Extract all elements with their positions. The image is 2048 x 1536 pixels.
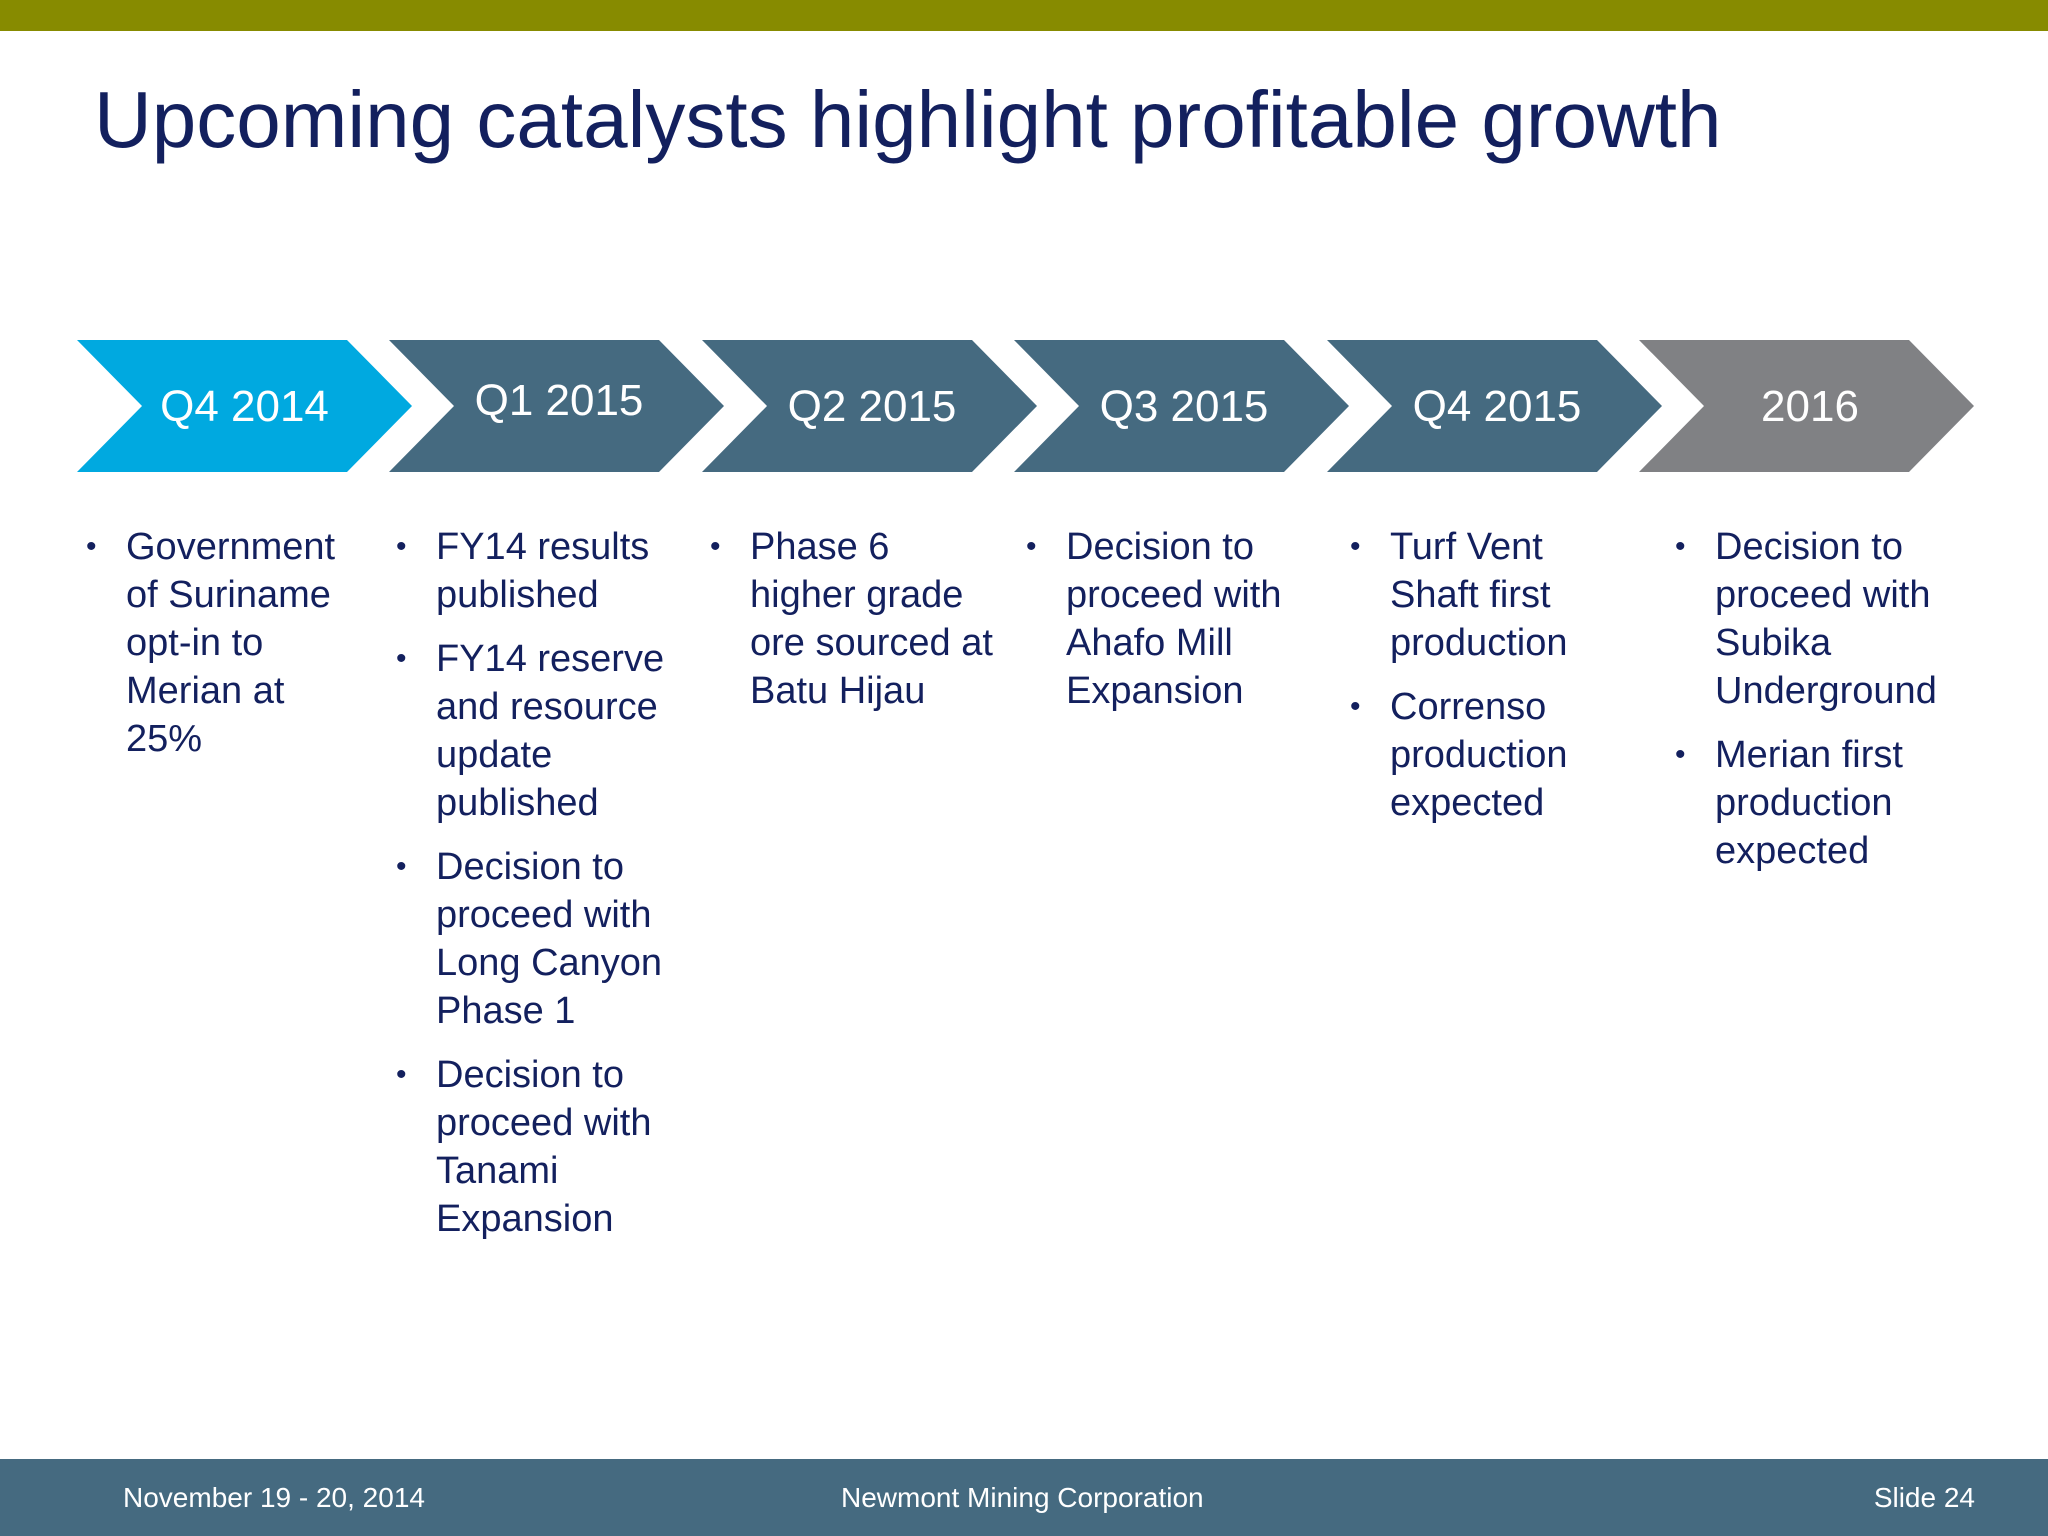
item-text: FY14 results published (436, 526, 650, 616)
column-q1-2015: • FY14 results published • FY14 reserve an… (396, 523, 686, 1259)
column-q2-2015: • Phase 6 higher grade ore sourced at Bat… (710, 523, 1000, 731)
list-item: • Merian first production expected (1675, 731, 1975, 875)
arrow-label-q2-2015: Q2 2015 (787, 382, 957, 431)
arrow-q2-2015 (702, 340, 1037, 472)
footer-company: Newmont Mining Corporation (841, 1482, 1204, 1513)
list-item: • FY14 reserve and resource update publis… (396, 635, 686, 827)
item-text: Decision to proceed with Tanami Expansio… (436, 1054, 652, 1240)
list-item: • Decision to proceed with Long Canyon Ph… (396, 843, 686, 1035)
slide-title: Upcoming catalysts highlight profitable … (94, 75, 1722, 164)
list-item: • Correnso production expected (1350, 683, 1630, 827)
bullet: • (1675, 738, 1686, 771)
item-text: Phase 6 higher grade ore sourced at Batu… (750, 526, 993, 712)
bullet: • (396, 1058, 407, 1091)
item-text: Decision to proceed with Long Canyon Pha… (436, 846, 663, 1032)
arrow-q1-2015 (389, 340, 724, 472)
arrow-label-q4-2015: Q4 2015 (1412, 382, 1582, 431)
bullet: • (396, 530, 407, 563)
column-q3-2015: • Decision to proceed with Ahafo Mill Exp… (1026, 523, 1316, 731)
footer-bar: November 19 - 20, 2014 Newmont Mining Co… (0, 1459, 2048, 1536)
arrow-label-q4-2014: Q4 2014 (160, 382, 329, 431)
arrow-q3-2015 (1014, 340, 1349, 472)
column-2016: • Decision to proceed with Subika Undergr… (1675, 523, 1975, 891)
bullet: • (1350, 690, 1361, 723)
bullet: • (1026, 530, 1037, 563)
footer-slide-number: Slide 24 (1873, 1482, 1975, 1513)
item-text: Decision to proceed with Subika Undergro… (1715, 526, 1937, 712)
list-item: • Decision to proceed with Subika Undergr… (1675, 523, 1975, 715)
item-text: Decision to proceed with Ahafo Mill Expa… (1066, 526, 1282, 712)
column-q4-2014: • Government of Suriname opt-in to Merian… (86, 523, 356, 779)
bullet: • (1350, 530, 1361, 563)
arrow-q4-2015 (1327, 340, 1662, 472)
item-text: Merian first production expected (1715, 734, 1903, 872)
list-item: • Decision to proceed with Tanami Expansi… (396, 1051, 686, 1243)
bullet: • (396, 850, 407, 883)
arrow-label-q3-2015: Q3 2015 (1099, 382, 1269, 431)
arrow-2016 (1639, 340, 1974, 472)
item-text: FY14 reserve and resource update publish… (436, 638, 665, 824)
bullet: • (86, 530, 97, 563)
column-q4-2015: • Turf Vent Shaft first production • Corre… (1350, 523, 1630, 843)
list-item: • Government of Suriname opt-in to Merian… (86, 523, 356, 763)
list-item: • Decision to proceed with Ahafo Mill Exp… (1026, 523, 1316, 715)
arrow-label-q1-2015: Q1 2015 (474, 376, 644, 425)
arrow-q4-2014 (77, 340, 412, 472)
bullet: • (396, 642, 407, 675)
bullet: • (1675, 530, 1686, 563)
list-item: • Turf Vent Shaft first production (1350, 523, 1630, 667)
top-accent-bar (0, 0, 2048, 31)
list-item: • FY14 results published (396, 523, 686, 619)
bullet: • (710, 530, 721, 563)
item-text: Turf Vent Shaft first production (1390, 526, 1568, 664)
footer-date: November 19 - 20, 2014 (123, 1482, 425, 1513)
item-text: Government of Suriname opt-in to Merian … (126, 526, 336, 760)
list-item: • Phase 6 higher grade ore sourced at Bat… (710, 523, 1000, 715)
item-text: Correnso production expected (1390, 686, 1568, 824)
arrow-label-2016: 2016 (1761, 382, 1859, 431)
